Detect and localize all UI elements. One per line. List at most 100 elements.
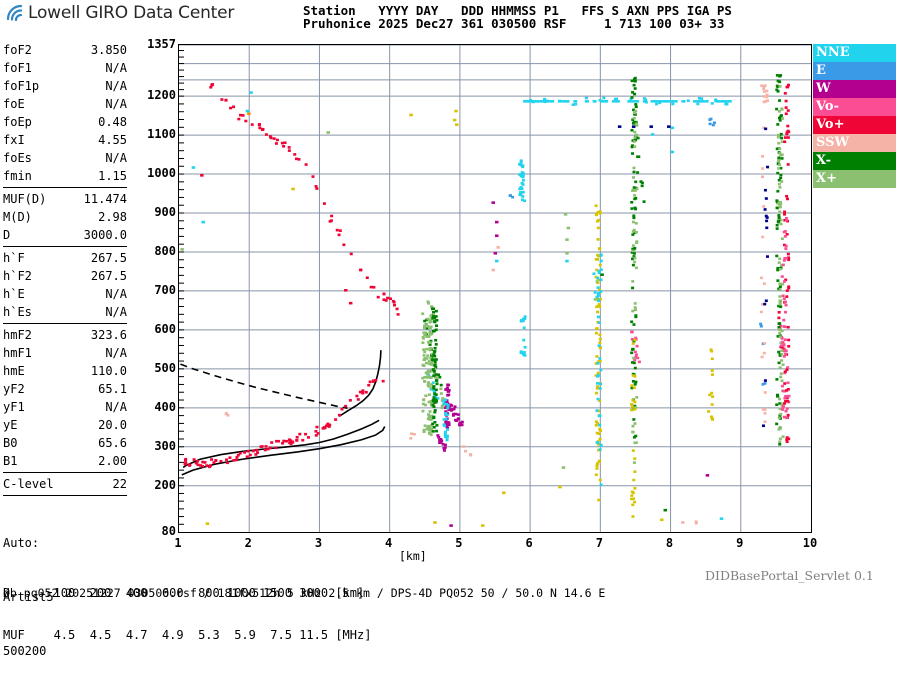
horizontal-echo-band <box>523 100 732 103</box>
x-axis-tick-label: 4 <box>385 536 393 550</box>
param-value: 11.474 <box>83 192 127 206</box>
db-source-line: db pq052 20251227 030500.rsf / 181fx512h… <box>3 586 606 600</box>
param-key: foF2 <box>3 43 32 57</box>
noise-points <box>180 83 724 527</box>
param-key: foF1p <box>3 79 40 93</box>
legend: NNE E W Vo- Vo+ SSW X- X+ <box>813 44 896 188</box>
param-row: MUF(D) 11.474 <box>3 190 127 208</box>
divider <box>3 187 127 188</box>
param-value: N/A <box>105 79 127 93</box>
param-group-clevel: C-level 22 <box>3 475 127 493</box>
param-group-frequencies: foF2 3.850 foF1 N/A foF1p N/A foE N/A foEp 0.… <box>3 41 127 185</box>
param-key: h`F2 <box>3 269 32 283</box>
param-value: 2.98 <box>98 210 127 224</box>
y-axis-tick-label: 700 <box>154 282 176 297</box>
param-row: B0 65.6 <box>3 434 127 452</box>
param-key: hmF1 <box>3 346 32 360</box>
param-value: 22 <box>112 477 127 491</box>
param-key: yF2 <box>3 382 25 396</box>
divider <box>3 495 127 496</box>
param-row: foF2 3.850 <box>3 41 127 59</box>
muf-table: D 100 200 400 600 800 1000 1500 3000 [km… <box>3 558 371 670</box>
param-key: C-level <box>3 477 54 491</box>
x-axis-tick-label: 7 <box>595 536 603 550</box>
param-row: B1 2.00 <box>3 452 127 470</box>
param-key: fmin <box>3 169 32 183</box>
param-value: 20.0 <box>98 418 127 432</box>
y-axis-tick-label: 1100 <box>147 127 176 142</box>
param-row: foF1p N/A <box>3 77 127 95</box>
legend-item-vo[interactable]: Vo- <box>813 98 896 116</box>
legend-item-w[interactable]: W <box>813 80 896 98</box>
logo-text: Lowell GIRO Data Center <box>28 3 235 23</box>
y-axis-tick-label: 200 <box>154 477 176 492</box>
param-value: 267.5 <box>90 269 127 283</box>
divider <box>3 246 127 247</box>
echo-points <box>183 77 791 525</box>
param-key: M(D) <box>3 210 32 224</box>
param-row: D 3000.0 <box>3 226 127 244</box>
param-key: h`Es <box>3 305 32 319</box>
x-axis-tick-label: 10 <box>802 536 818 550</box>
muf-table-distance-row: D 100 200 400 600 800 1000 1500 3000 [km… <box>3 586 365 600</box>
param-key: hmE <box>3 364 25 378</box>
y-axis-tick-label: 1000 <box>147 166 176 181</box>
param-row: yE 20.0 <box>3 416 127 434</box>
param-value: N/A <box>105 151 127 165</box>
param-key: foF1 <box>3 61 32 75</box>
param-key: foEp <box>3 115 32 129</box>
y-axis-labels: 80 200 300 400 500 600 700 800 900 1000 1100 1200 13… <box>130 37 176 538</box>
legend-item-ssw[interactable]: SSW <box>813 134 896 152</box>
x-axis-tick-label: 8 <box>665 536 674 550</box>
legend-item-x[interactable]: X- <box>813 152 896 170</box>
param-value: 1.15 <box>98 169 127 183</box>
y-axis-tick-label: 1357 <box>147 37 176 51</box>
muf-table-muf-row: MUF 4.5 4.5 4.7 4.9 5.3 5.9 7.5 11.5 [MH… <box>3 628 372 642</box>
ionogram-plot[interactable] <box>178 44 812 533</box>
station-info: Station YYYY DAY DDD HHMMSS P1 FFS S AXN… <box>303 4 732 30</box>
param-value: N/A <box>105 346 127 360</box>
y-axis-tick-label: 500 <box>154 360 176 375</box>
param-key: foE <box>3 97 25 111</box>
y-axis-tick-label: 800 <box>154 243 176 258</box>
param-key: yE <box>3 418 18 432</box>
param-row: yF1 N/A <box>3 398 127 416</box>
param-row: h`E N/A <box>3 285 127 303</box>
divider <box>3 323 127 324</box>
y-axis-tick-label: 80 <box>161 524 176 538</box>
y-axis-ticks <box>179 50 184 525</box>
param-row: h`F2 267.5 <box>3 267 127 285</box>
auto-label: Auto: <box>3 536 40 550</box>
param-row: foF1 N/A <box>3 59 127 77</box>
param-value: 323.6 <box>90 328 127 342</box>
x-axis-tick-label: 1 <box>174 536 182 550</box>
legend-item-x[interactable]: X+ <box>813 170 896 188</box>
y-axis-tick-label: 400 <box>154 399 176 414</box>
param-value: N/A <box>105 400 127 414</box>
param-key: yF1 <box>3 400 25 414</box>
param-key: h`E <box>3 287 25 301</box>
legend-item-nne[interactable]: NNE <box>813 44 896 62</box>
legend-item-e[interactable]: E <box>813 62 896 80</box>
x-axis-tick-label: 5 <box>455 536 463 550</box>
param-value: 65.1 <box>98 382 127 396</box>
x-axis-tick-label: 2 <box>244 536 252 550</box>
y-axis-tick-label: 900 <box>154 205 176 219</box>
param-value: N/A <box>105 287 127 301</box>
x-axis-tick-label: 6 <box>525 536 533 550</box>
param-value: 267.5 <box>90 251 127 265</box>
param-value: 4.55 <box>98 133 127 147</box>
param-key: B1 <box>3 454 18 468</box>
y-axis-tick-label: 1200 <box>147 88 176 103</box>
grid-lines <box>179 45 811 532</box>
y-axis-tick-label: 300 <box>154 438 176 453</box>
param-row: h`F 267.5 <box>3 249 127 267</box>
legend-item-vo[interactable]: Vo+ <box>813 116 896 134</box>
param-group-virtual-heights: h`F 267.5 h`F2 267.5 h`E N/A h`Es N/A <box>3 249 127 321</box>
x-axis-unit: [km] <box>399 549 427 563</box>
param-row: hmF2 323.6 <box>3 326 127 344</box>
param-value: N/A <box>105 97 127 111</box>
param-row: foEs N/A <box>3 149 127 167</box>
param-row: foEp 0.48 <box>3 113 127 131</box>
param-value: 65.6 <box>98 436 127 450</box>
